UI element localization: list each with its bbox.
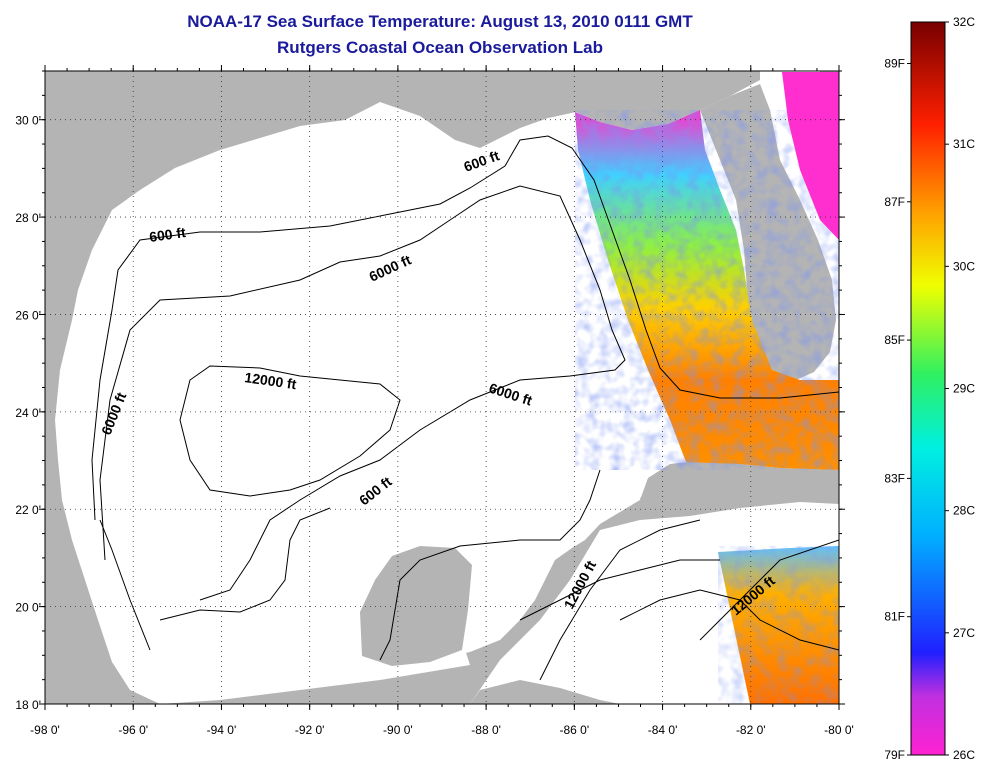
axis-ticks xyxy=(39,65,845,710)
colorbar-label-c: 26C xyxy=(953,748,975,762)
lon-tick-label: -94 0' xyxy=(207,723,237,737)
colorbar-label-f: 83F xyxy=(884,471,905,485)
lon-tick-label: -84 0' xyxy=(648,723,678,737)
lat-tick-label: 30 0' xyxy=(15,114,41,128)
yucatan xyxy=(360,546,472,666)
lon-tick-label: -82 0' xyxy=(736,723,766,737)
colorbar-label-c: 31C xyxy=(953,137,975,151)
sst-swath-east xyxy=(782,72,839,240)
lon-tick-label: -88 0' xyxy=(471,723,501,737)
map-area: 600 ft 600 ft 6000 ft 6000 ft 12000 ft 6… xyxy=(45,71,839,704)
lat-tick-label: 22 0' xyxy=(15,503,41,517)
colorbar-label-f: 79F xyxy=(884,748,905,762)
colorbar-label-f: 85F xyxy=(884,333,905,347)
lon-tick-label: -86 0' xyxy=(560,723,590,737)
lat-tick-label: 28 0' xyxy=(15,211,41,225)
colorbar-label-c: 29C xyxy=(953,382,975,396)
contour-label: 600 ft xyxy=(148,224,187,245)
lat-tick-label: 24 0' xyxy=(15,406,41,420)
colorbar xyxy=(910,21,946,756)
lat-tick-label: 20 0' xyxy=(15,601,41,615)
cuba xyxy=(640,466,839,524)
lat-tick-label: 26 0' xyxy=(15,308,41,322)
lon-tick-label: -98 0' xyxy=(30,723,60,737)
colorbar-label-f: 81F xyxy=(884,610,905,624)
colorbar-label-f: 87F xyxy=(884,195,905,209)
colorbar-label-c: 28C xyxy=(953,504,975,518)
contour-label: 12000 ft xyxy=(244,369,298,392)
axis-tick-labels: -98 0' -96 0' -94 0' -92 0' -90 0' -88 0' -86 … xyxy=(15,114,853,737)
bathymetry-contours xyxy=(91,135,839,681)
contour-12000ft-caribbean xyxy=(539,519,839,681)
colorbar-label-c: 30C xyxy=(953,259,975,273)
central-america xyxy=(470,680,620,704)
contour-12000ft xyxy=(179,365,401,497)
colorbar-ticks xyxy=(907,21,949,756)
lon-tick-label: -80 0' xyxy=(824,723,854,737)
map-title: NOAA-17 Sea Surface Temperature: August … xyxy=(187,12,693,31)
colorbar-label-f: 89F xyxy=(884,56,905,70)
map-subtitle: Rutgers Coastal Ocean Observation Lab xyxy=(277,38,603,57)
lon-tick-label: -96 0' xyxy=(118,723,148,737)
contour-600ft xyxy=(91,135,839,521)
lat-tick-label: 18 0' xyxy=(15,698,41,712)
colorbar-labels: 32C 31C 30C 29C 28C 27C 26C 89F 87F 85F 83F 81F 79F xyxy=(884,15,975,762)
florida xyxy=(700,84,836,380)
contour-600ft-south xyxy=(99,469,601,661)
colorbar-label-c: 27C xyxy=(953,626,975,640)
grid-lines xyxy=(45,71,839,704)
colorbar-label-c: 32C xyxy=(953,15,975,29)
contour-6000ft xyxy=(99,185,626,601)
lon-tick-label: -90 0' xyxy=(383,723,413,737)
lon-tick-label: -92 0' xyxy=(295,723,325,737)
